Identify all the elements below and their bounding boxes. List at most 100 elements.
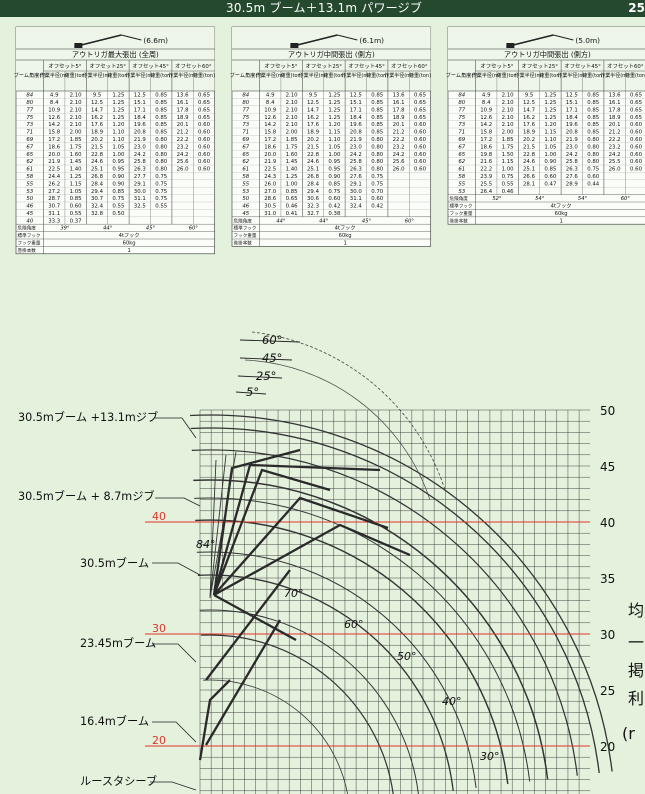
value-cell: 0.85 <box>587 100 599 106</box>
cut-off-text: 掲 <box>628 661 644 680</box>
value-cell: 14.7 <box>91 107 103 113</box>
value-cell: 25.8 <box>566 159 579 165</box>
value-cell: 30.7 <box>91 196 103 202</box>
value-cell: 2.10 <box>286 122 299 128</box>
load-header: 荷重(ton) <box>281 72 303 79</box>
jib-sketch-icon: (6.6m) <box>74 34 168 48</box>
value-cell: 0.90 <box>112 181 125 187</box>
footer-label: 危険角度 <box>450 195 469 202</box>
value-cell: 0.85 <box>371 130 383 136</box>
value-cell: 0.41 <box>286 211 298 217</box>
value-cell: 0.85 <box>155 122 167 128</box>
cut-off-text: 一 <box>628 633 644 652</box>
boom-label: ルースタシーブ <box>80 774 157 788</box>
table-header-bg <box>448 27 645 91</box>
value-cell: 0.60 <box>630 144 643 150</box>
value-cell: 24.6 <box>307 159 320 165</box>
load-tables: (6.6m)アウトリガ最大張出 (全周)オフセット5°作業半径(m)荷重(ton… <box>14 26 645 255</box>
value-cell: 18.9 <box>91 130 104 136</box>
value-cell: 28.4 <box>91 181 104 187</box>
value-cell: 12.5 <box>566 93 578 99</box>
value-cell: 28.6 <box>264 196 277 202</box>
footer-label: 巻掛本数 <box>234 240 253 247</box>
value-cell: 20.0 <box>264 152 277 158</box>
footer-value: 45° <box>146 226 156 232</box>
value-cell: 0.60 <box>414 167 427 173</box>
value-cell: 0.50 <box>112 211 125 217</box>
value-cell: 0.60 <box>414 137 427 143</box>
value-cell: 25.6 <box>393 159 406 165</box>
load-table-1: (6.6m)アウトリガ最大張出 (全周)オフセット5°作業半径(m)荷重(ton… <box>14 26 215 255</box>
value-cell: 0.75 <box>502 174 514 180</box>
value-cell: 2.10 <box>70 122 83 128</box>
value-cell: 26.3 <box>350 167 362 173</box>
value-cell: 1.40 <box>286 167 299 173</box>
value-cell: 12.5 <box>134 93 146 99</box>
value-cell: 32.4 <box>91 204 104 210</box>
value-cell: 20.1 <box>177 122 189 128</box>
value-cell: 0.60 <box>371 196 384 202</box>
value-cell: 0.85 <box>112 189 124 195</box>
value-cell: 1.10 <box>112 137 125 143</box>
value-cell: 0.85 <box>544 167 556 173</box>
load-header: 荷重(ton) <box>409 72 431 79</box>
load-header: 荷重(ton) <box>582 72 604 79</box>
cut-off-text: 利 <box>628 689 644 708</box>
value-cell: 25.5 <box>480 181 492 187</box>
footer-value: 60kg <box>123 241 136 247</box>
value-cell: 1.45 <box>286 159 298 165</box>
angle-cell: 67 <box>458 144 465 150</box>
load-header: 荷重(ton) <box>323 72 345 79</box>
angle-cell: 71 <box>458 130 465 136</box>
value-cell: 21.2 <box>177 130 189 136</box>
value-cell: 0.60 <box>544 174 557 180</box>
angle-cell: 62 <box>242 159 249 165</box>
value-cell: 0.80 <box>155 144 168 150</box>
value-cell: 20.2 <box>523 137 535 143</box>
tip-arc <box>244 359 431 501</box>
footer-value: 54° <box>535 196 545 202</box>
value-cell: 24.2 <box>134 152 146 158</box>
value-cell: 0.42 <box>328 204 340 210</box>
value-cell: 0.80 <box>587 144 600 150</box>
value-cell: 2.10 <box>70 115 83 121</box>
value-cell: 16.1 <box>177 100 189 106</box>
value-cell: 32.5 <box>134 204 146 210</box>
footer-label: 危険角度 <box>18 225 37 232</box>
value-cell: 23.9 <box>480 174 493 180</box>
value-cell: 22.2 <box>177 137 189 143</box>
value-cell: 1.85 <box>70 137 82 143</box>
value-cell: 0.60 <box>630 130 643 136</box>
footer-value: 60kg <box>339 233 352 239</box>
value-cell: 20.1 <box>609 122 621 128</box>
value-cell: 0.80 <box>155 152 168 158</box>
value-cell: 0.80 <box>155 159 168 165</box>
boom-label: 23.45mブーム <box>80 636 156 650</box>
value-cell: 1.60 <box>70 152 83 158</box>
value-cell: 1.45 <box>70 159 82 165</box>
value-cell: 29.4 <box>307 189 320 195</box>
value-cell: 25.8 <box>350 159 363 165</box>
value-cell: 2.10 <box>70 93 83 99</box>
value-cell: 18.9 <box>307 130 320 136</box>
value-cell: 0.65 <box>630 93 642 99</box>
table-header-bg <box>232 27 431 91</box>
value-cell: 22.8 <box>523 152 536 158</box>
angle-cell: 73 <box>458 122 465 128</box>
y-tick-label: 20 <box>600 740 615 754</box>
value-cell: 1.05 <box>70 189 82 195</box>
value-cell: 1.10 <box>112 130 125 136</box>
value-cell: 24.2 <box>609 152 621 158</box>
value-cell: 10.9 <box>48 107 61 113</box>
footer-value: 39° <box>60 226 70 232</box>
value-cell: 17.8 <box>393 107 406 113</box>
table-title: アウトリガ中間張出 (側方) <box>504 50 591 59</box>
table-title: アウトリガ最大張出 (全周) <box>72 50 159 59</box>
value-cell: 22.2 <box>480 167 492 173</box>
radius-header: 作業半径(m) <box>384 72 413 79</box>
value-cell: 0.37 <box>70 218 82 224</box>
value-cell: 33.3 <box>48 218 60 224</box>
value-cell: 29.1 <box>350 181 362 187</box>
value-cell: 25.1 <box>523 167 535 173</box>
offset-header: オフセット5° <box>48 63 81 70</box>
